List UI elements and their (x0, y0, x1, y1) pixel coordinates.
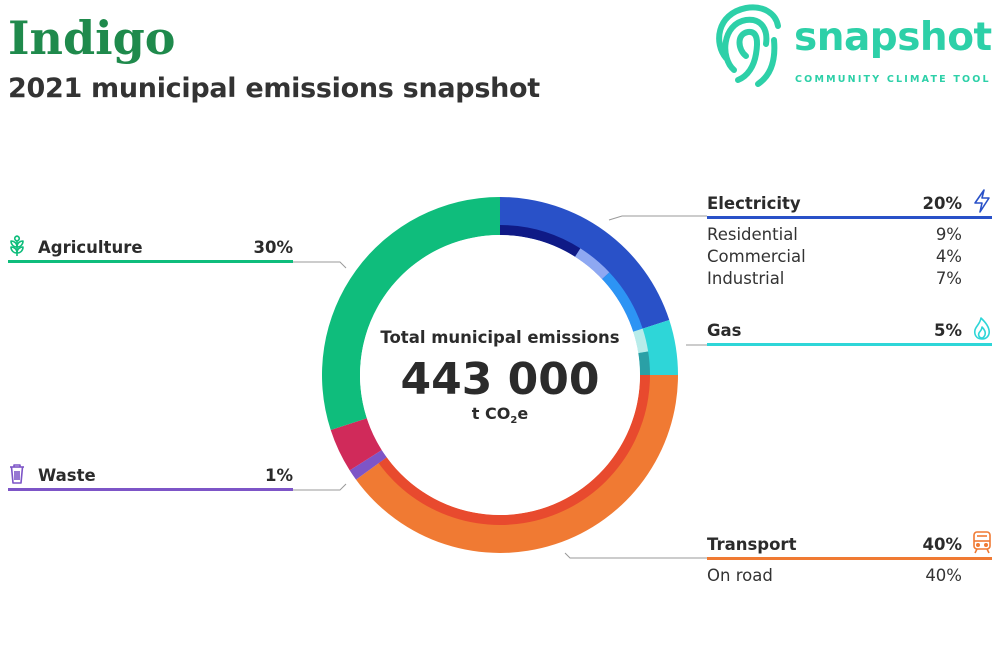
category-label: Transport (707, 535, 797, 554)
category-waste[interactable]: Waste 1% (8, 463, 293, 491)
donut-subslice-unlabeled[interactable] (638, 351, 650, 375)
page-title: Indigo (8, 11, 176, 65)
category-electricity[interactable]: Electricity 20% (707, 189, 992, 219)
category-percent: 1% (264, 466, 293, 485)
leader-line (608, 215, 707, 221)
donut-subslice-commercial[interactable] (575, 248, 610, 280)
category-underline (707, 557, 992, 560)
category-underline (707, 216, 992, 219)
fingerprint-logo-icon (716, 4, 781, 87)
train-icon (973, 531, 991, 554)
category-percent: 20% (922, 194, 963, 213)
subcategory-residential: Residential 9% (707, 225, 962, 244)
category-underline (8, 260, 293, 263)
donut-subslice-unlabeled[interactable] (633, 328, 649, 354)
category-agriculture[interactable]: Agriculture 30% (8, 235, 293, 263)
logo-wordmark: snapshot (794, 15, 992, 60)
category-underline (8, 488, 293, 491)
page-subtitle: 2021 municipal emissions snapshot (8, 73, 540, 104)
chart-center-label: Total municipal emissions (380, 328, 620, 347)
category-label: Waste (38, 466, 96, 485)
subcategory-on-road: On road 40% (707, 566, 962, 585)
donut-slice-waste[interactable] (349, 450, 387, 480)
category-underline (707, 343, 992, 346)
snapshot-logo[interactable]: snapshot COMMUNITY CLIMATE TOOL (712, 0, 1000, 90)
donut-subslice-residential[interactable] (500, 225, 581, 257)
category-transport[interactable]: Transport 40% (707, 531, 992, 560)
trash-bin-icon (10, 464, 24, 484)
logo-tagline: COMMUNITY CLIMATE TOOL (795, 74, 991, 85)
leader-line (293, 261, 347, 269)
chart-total-value: 443 000 (400, 354, 600, 405)
donut-subslice-industrial[interactable] (602, 272, 643, 332)
donut-slice-unlabeled[interactable] (330, 418, 382, 471)
category-label: Gas (707, 321, 742, 340)
subcategory-commercial: Commercial 4% (707, 247, 962, 266)
lightning-icon (974, 189, 990, 213)
category-percent: 40% (922, 535, 963, 554)
category-gas[interactable]: Gas 5% (707, 317, 992, 346)
category-label: Agriculture (38, 238, 143, 257)
leader-line (564, 552, 707, 559)
chart-total-unit: t CO2e (471, 404, 529, 427)
flame-icon (973, 317, 990, 340)
category-label: Electricity (707, 194, 801, 213)
donut-slice-agriculture[interactable] (322, 197, 500, 431)
category-percent: 30% (253, 238, 294, 257)
subcategory-industrial: Industrial 7% (707, 269, 962, 288)
wheat-icon (10, 235, 24, 256)
category-percent: 5% (933, 321, 962, 340)
leader-line (293, 483, 347, 491)
donut-hole (360, 235, 640, 515)
